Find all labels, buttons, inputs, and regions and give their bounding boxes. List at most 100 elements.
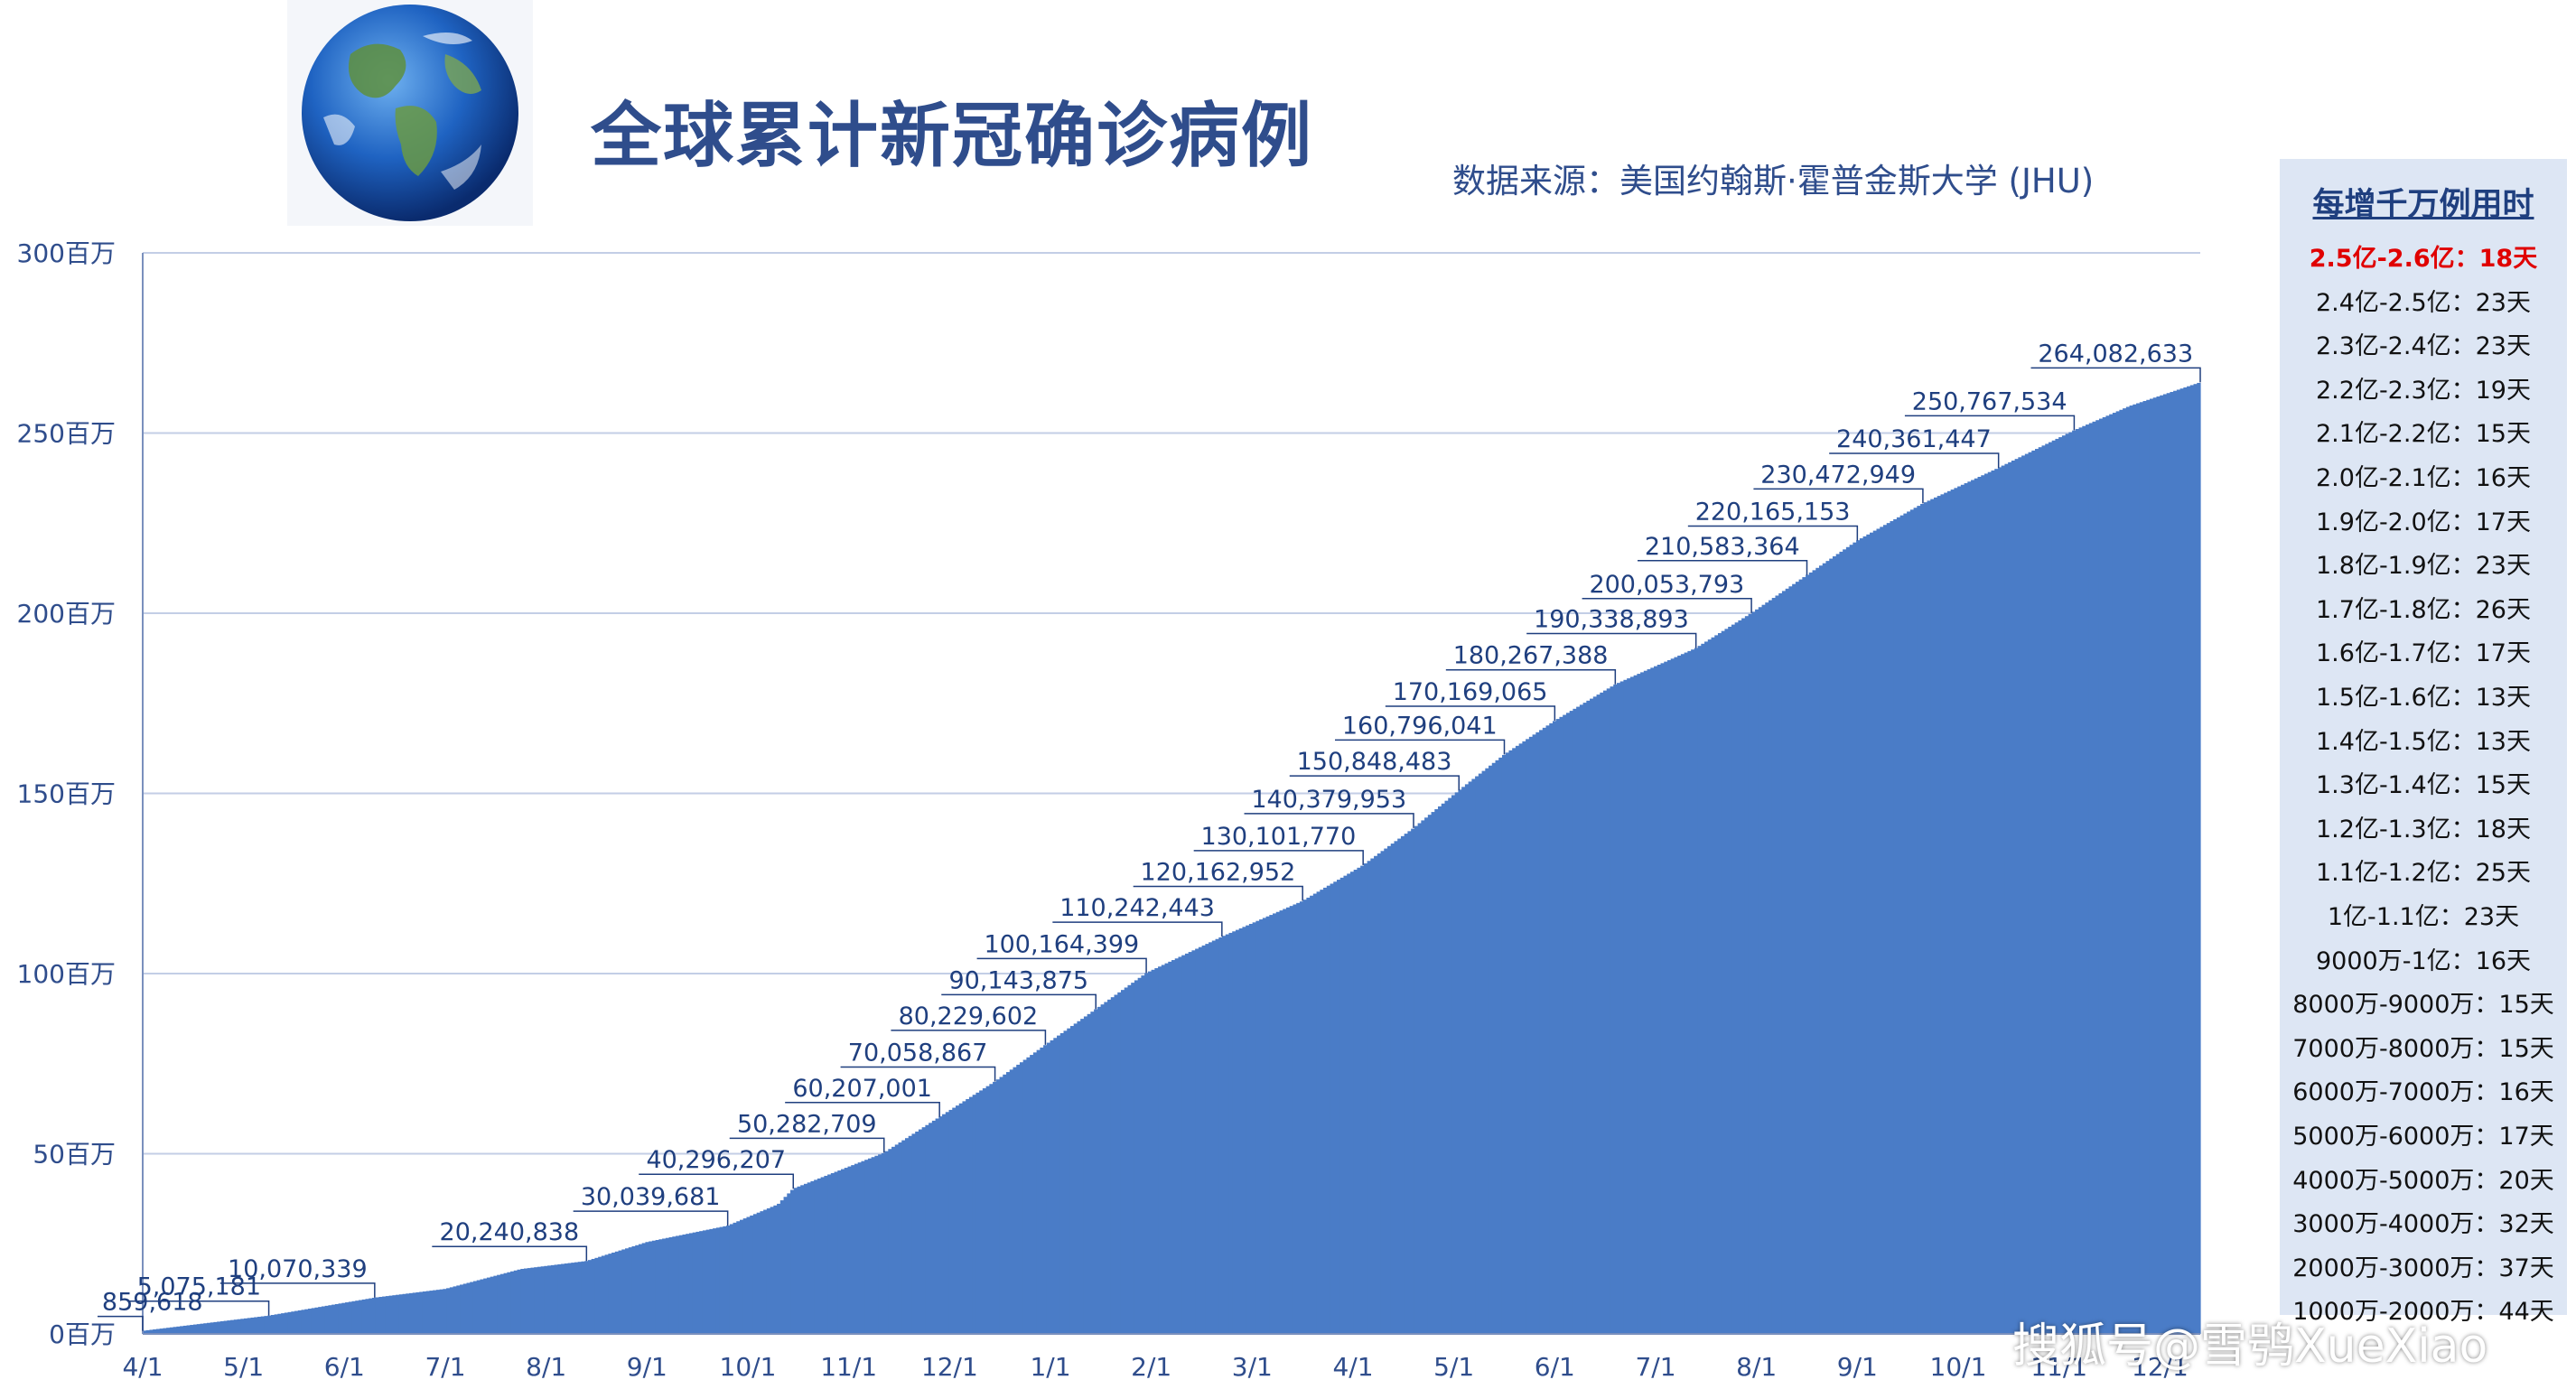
daily-bar [1394,841,1398,1334]
daily-bar [1458,789,1462,1334]
daily-bar [608,1254,612,1334]
daily-bar [402,1293,406,1334]
daily-bar [709,1228,714,1334]
panel-row: 4000万-5000万：20天 [2280,1161,2567,1196]
daily-bar [2166,393,2170,1335]
data-label-leader [432,1245,588,1262]
daily-bar [975,1092,980,1334]
daily-bar [237,1319,241,1334]
daily-bar [1592,696,1598,1334]
daily-bar [1954,488,1958,1334]
daily-bar [800,1185,805,1334]
panel-row: 8000万-9000万：15天 [2280,984,2567,1020]
daily-bar [2095,420,2100,1335]
daily-bar [591,1258,596,1334]
daily-bar [1320,890,1324,1334]
panel-row-range: 8000万-9000万： [2292,991,2499,1020]
panel-row: 2000万-3000万：37天 [2280,1248,2567,1283]
daily-bar [1397,838,1402,1334]
daily-bar [1269,915,1274,1334]
daily-bar [382,1296,387,1334]
daily-bar [1991,470,1995,1334]
panel-row: 1.9亿-2.0亿：17天 [2280,502,2567,537]
data-label: 180,267,388 [1453,642,1609,670]
daily-bar [904,1138,910,1334]
daily-bar [2193,384,2198,1334]
daily-bar [1576,706,1581,1334]
daily-bar [2152,397,2158,1334]
daily-bar [1964,483,1968,1334]
data-label: 90,143,875 [948,966,1088,994]
daily-bar [1792,583,1797,1334]
daily-bar [409,1292,414,1334]
daily-bar [958,1103,964,1334]
panel-row-range: 1.7亿-1.8亿： [2316,595,2476,624]
daily-bar [203,1323,208,1334]
daily-bar [385,1296,390,1334]
daily-bar [641,1243,647,1334]
daily-bar [847,1166,852,1334]
watermark: 搜狐号@雪鸮XueXiao [2012,1319,2488,1374]
daily-bar [766,1207,771,1334]
daily-bar [1073,1023,1078,1334]
daily-bar [1771,598,1777,1334]
daily-bar [318,1307,322,1334]
daily-bar [1795,582,1800,1334]
daily-bar [1845,546,1851,1334]
data-label: 5,075,181 [137,1273,261,1301]
daily-bar [1461,787,1466,1334]
daily-bar [497,1274,501,1334]
daily-bar [713,1228,717,1334]
panel-row: 1.3亿-1.4亿：15天 [2280,765,2567,800]
daily-bar [429,1291,434,1334]
daily-bar [1481,770,1486,1334]
daily-bar [1711,637,1715,1334]
daily-bar [2129,406,2133,1334]
daily-bar [793,1188,798,1334]
daily-bar [1026,1057,1031,1334]
daily-bar [901,1140,906,1334]
daily-bar [2105,415,2110,1335]
daily-bar [1691,649,1695,1334]
daily-bar [1835,554,1841,1334]
daily-bar [281,1313,285,1334]
daily-bar [621,1249,626,1334]
daily-bar [841,1169,845,1334]
daily-bar [715,1227,721,1334]
daily-bar [321,1306,326,1334]
daily-bar [1927,500,1931,1334]
daily-bar [1434,808,1439,1334]
daily-bar [1161,965,1166,1334]
daily-bar [453,1286,457,1334]
x-tick-label: 4/1 [122,1352,163,1382]
daily-bar [331,1304,336,1334]
daily-bar [1866,534,1871,1334]
panel-row: 1亿-1.1亿：23天 [2280,897,2567,932]
daily-bar [820,1177,825,1334]
daily-bar [1478,773,1483,1334]
data-label-leader [840,1066,996,1082]
daily-bar [1009,1069,1014,1334]
panel-row-range: 1.6亿-1.7亿： [2316,639,2476,668]
daily-bar [456,1285,461,1334]
daily-bar [1228,932,1233,1334]
daily-bar [844,1168,849,1334]
daily-bar [854,1163,859,1334]
panel-row: 2.0亿-2.1亿：16天 [2280,458,2567,493]
daily-bar [1384,848,1388,1334]
daily-bar [1131,983,1135,1334]
x-tick-label: 1/1 [1030,1352,1070,1382]
daily-bar [472,1281,478,1334]
data-label: 20,240,838 [440,1218,580,1246]
daily-bar [2041,445,2046,1335]
panel-row: 9000万-1亿：16天 [2280,941,2567,976]
x-tick-label: 4/1 [1332,1352,1373,1382]
daily-bar [1623,679,1628,1334]
panel-row-days: 15天 [2475,420,2531,449]
daily-bar [2035,449,2039,1334]
daily-bar [247,1318,252,1334]
daily-bar [763,1209,768,1334]
panel-row-range: 2.0亿-2.1亿： [2316,464,2476,492]
daily-bar [1191,950,1196,1334]
daily-bar [1724,629,1729,1334]
